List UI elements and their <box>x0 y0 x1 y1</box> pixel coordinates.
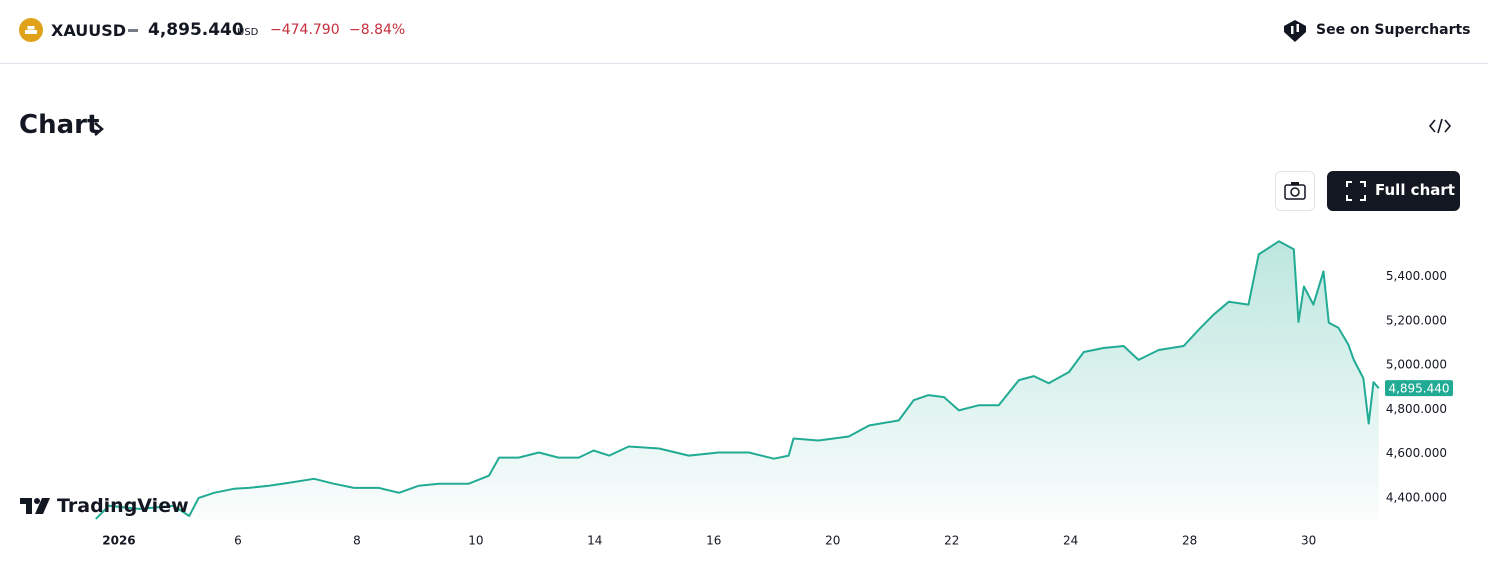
badge-label: 4,895.440 <box>1388 382 1449 396</box>
y-tick-label: 5,000.000 <box>1386 358 1447 372</box>
area <box>95 241 1379 521</box>
y-tick-label: 4,600.000 <box>1386 446 1447 460</box>
chevron <box>94 122 104 136</box>
x-tick-label: 28 <box>1182 534 1197 548</box>
full-chart-label: Full chart <box>1375 181 1455 199</box>
x-tick-label: 8 <box>353 534 361 548</box>
fullscreen-icon <box>1346 181 1366 201</box>
y-tick-label: 5,400.000 <box>1386 269 1447 283</box>
brand-name: TradingView <box>57 495 189 517</box>
full-chart-button[interactable]: Full chart <box>1327 171 1460 211</box>
symbol-icon <box>19 18 43 42</box>
x-tick-label: 20 <box>825 534 840 548</box>
x-tick-label: 30 <box>1301 534 1316 548</box>
x-tick-label: 2026 <box>102 534 135 548</box>
section-title[interactable]: Chart <box>19 110 100 140</box>
camera-icon <box>1284 182 1306 200</box>
change-percent: −8.84% <box>349 22 406 38</box>
supercharts-icon[interactable] <box>1282 18 1308 44</box>
price: 4,895.440 <box>148 20 244 40</box>
y-tick-label: 5,200.000 <box>1386 313 1447 327</box>
y-tick-label: 4,800.000 <box>1386 402 1447 416</box>
snapshot-button[interactable] <box>1275 171 1315 211</box>
embed-icon[interactable] <box>1428 116 1452 136</box>
last-price-badge: 4,895.440 <box>1385 380 1453 397</box>
change: −474.790 <box>270 22 340 38</box>
x-tick-label: 16 <box>706 534 721 548</box>
x-tick-label: 24 <box>1063 534 1078 548</box>
x-tick-label: 6 <box>234 534 242 548</box>
header: XAUUSD 4,895.440 USD −474.790 −8.84% See… <box>0 0 1488 64</box>
separator <box>128 29 138 32</box>
symbol: XAUUSD <box>51 21 127 40</box>
brand-logo <box>20 498 50 514</box>
price-line <box>95 240 1380 520</box>
x-tick-label: 10 <box>468 534 483 548</box>
supercharts-link[interactable]: See on Supercharts <box>1316 22 1471 38</box>
badge-box <box>1385 380 1453 397</box>
x-tick-label: 22 <box>944 534 959 548</box>
x-tick-label: 14 <box>587 534 602 548</box>
currency: USD <box>237 27 259 38</box>
y-tick-label: 4,400.000 <box>1386 490 1447 504</box>
